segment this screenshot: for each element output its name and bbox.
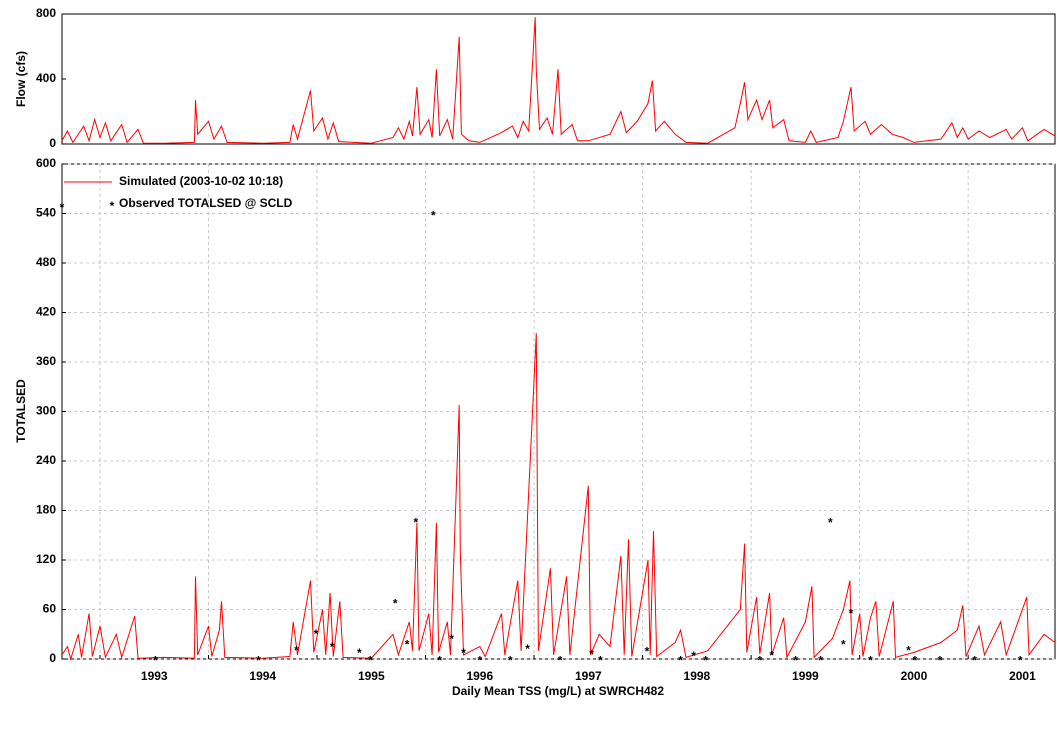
observed-marker: * xyxy=(477,653,482,667)
observed-marker: * xyxy=(769,648,774,662)
observed-marker: * xyxy=(598,653,603,667)
observed-marker: * xyxy=(525,642,530,656)
observed-marker: * xyxy=(330,640,335,654)
x-tick-label: 1997 xyxy=(575,669,602,683)
observed-marker: * xyxy=(828,516,833,530)
x-tick-label: 1994 xyxy=(249,669,276,683)
y-tick-label: 800 xyxy=(36,6,56,20)
observed-marker: * xyxy=(972,653,977,667)
x-tick-label: 2000 xyxy=(901,669,928,683)
observed-marker: * xyxy=(558,653,563,667)
series-line xyxy=(61,17,1056,144)
y-tick-label: 0 xyxy=(49,136,56,150)
bottom-frame xyxy=(61,163,1056,660)
observed-marker: * xyxy=(906,643,911,657)
observed-marker: * xyxy=(678,653,683,667)
series-line xyxy=(61,333,1056,661)
y-tick-label: 360 xyxy=(36,354,56,368)
x-tick-label: 1996 xyxy=(466,669,493,683)
observed-marker: * xyxy=(153,653,158,667)
observed-marker: * xyxy=(294,643,299,657)
x-tick-label: 2001 xyxy=(1009,669,1036,683)
y-tick-label: 0 xyxy=(49,651,56,665)
observed-marker: * xyxy=(461,646,466,660)
observed-marker: * xyxy=(841,638,846,652)
observed-marker: * xyxy=(405,638,410,652)
y-tick-label: 60 xyxy=(43,602,57,616)
observed-marker: * xyxy=(757,653,762,667)
y-tick-label: 600 xyxy=(36,156,56,170)
observed-marker: * xyxy=(256,653,261,667)
observed-marker: * xyxy=(357,646,362,660)
observed-marker: * xyxy=(413,516,418,530)
observed-marker: * xyxy=(60,200,65,214)
y-tick-label: 300 xyxy=(36,404,56,418)
x-tick-label: 1999 xyxy=(792,669,819,683)
legend-label: Simulated (2003-10-02 10:18) xyxy=(119,174,283,188)
observed-marker: * xyxy=(431,209,436,223)
observed-marker: * xyxy=(793,653,798,667)
observed-marker: * xyxy=(393,596,398,610)
legend-marker: * xyxy=(110,199,115,213)
observed-marker: * xyxy=(368,653,373,667)
x-tick-label: 1998 xyxy=(684,669,711,683)
x-axis-label: Daily Mean TSS (mg/L) at SWRCH482 xyxy=(452,684,664,698)
observed-marker: * xyxy=(818,653,823,667)
observed-marker: * xyxy=(437,653,442,667)
x-tick-label: 1993 xyxy=(141,669,168,683)
observed-marker: * xyxy=(589,648,594,662)
observed-marker: * xyxy=(508,653,513,667)
observed-marker: * xyxy=(849,606,854,620)
observed-marker: * xyxy=(449,632,454,646)
observed-marker: * xyxy=(691,649,696,663)
observed-marker: * xyxy=(938,653,943,667)
legend-label: Observed TOTALSED @ SCLD xyxy=(119,196,293,210)
y-tick-label: 420 xyxy=(36,305,56,319)
y-tick-label: 240 xyxy=(36,453,56,467)
observed-marker: * xyxy=(703,653,708,667)
y-tick-label: 120 xyxy=(36,552,56,566)
observed-marker: * xyxy=(314,627,319,641)
y-tick-label: 540 xyxy=(36,206,56,220)
observed-marker: * xyxy=(868,653,873,667)
observed-marker: * xyxy=(645,644,650,658)
y-tick-label: 400 xyxy=(36,71,56,85)
y-tick-label: 180 xyxy=(36,503,56,517)
y-tick-label: 480 xyxy=(36,255,56,269)
y-axis-label: TOTALSED xyxy=(14,379,28,443)
x-tick-label: 1995 xyxy=(358,669,385,683)
observed-marker: * xyxy=(1018,653,1023,667)
y-axis-label: Flow (cfs) xyxy=(14,51,28,107)
observed-marker: * xyxy=(913,653,918,667)
